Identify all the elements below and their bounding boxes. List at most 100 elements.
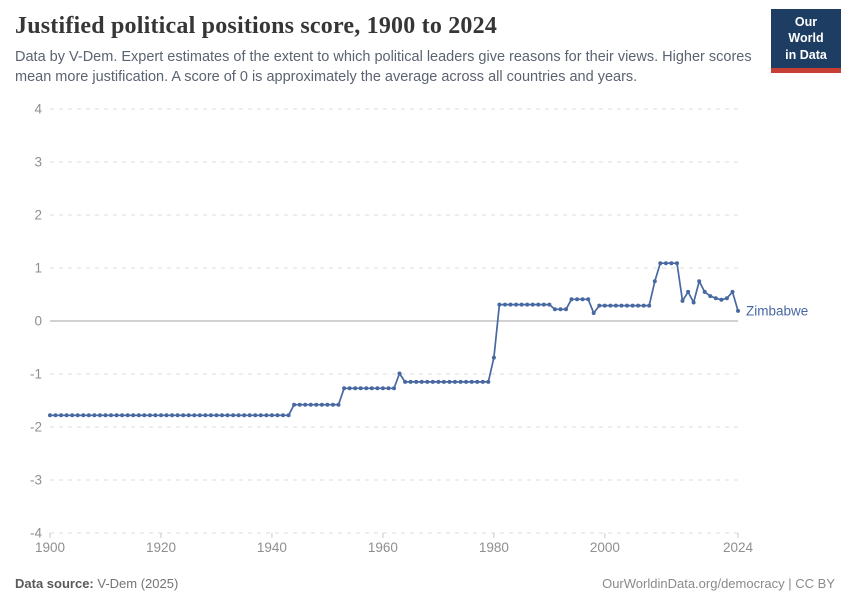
data-point-1995[interactable] [575, 297, 580, 302]
data-point-1929[interactable] [208, 413, 213, 418]
data-point-1979[interactable] [486, 379, 491, 384]
data-point-1908[interactable] [92, 413, 97, 418]
data-point-2014[interactable] [680, 298, 685, 303]
data-point-1930[interactable] [214, 413, 219, 418]
data-point-2003[interactable] [619, 303, 624, 308]
data-point-1969[interactable] [430, 379, 435, 384]
data-point-1998[interactable] [591, 311, 596, 315]
data-point-1924[interactable] [181, 413, 186, 418]
data-point-1900[interactable] [48, 413, 52, 418]
data-point-1977[interactable] [475, 379, 480, 384]
data-point-2016[interactable] [691, 300, 696, 305]
data-point-1959[interactable] [375, 386, 380, 391]
data-point-1982[interactable] [503, 302, 507, 307]
owid-logo[interactable]: Our World in Data [771, 9, 841, 73]
data-point-1988[interactable] [536, 302, 541, 307]
data-point-1954[interactable] [347, 386, 352, 391]
data-point-1914[interactable] [125, 413, 130, 418]
data-point-1978[interactable] [480, 379, 485, 384]
data-point-1999[interactable] [597, 303, 602, 308]
data-point-1960[interactable] [380, 386, 385, 391]
data-point-2007[interactable] [641, 303, 646, 308]
data-point-1986[interactable] [525, 302, 530, 307]
data-point-1904[interactable] [70, 413, 75, 418]
data-point-1928[interactable] [203, 413, 208, 418]
data-point-1910[interactable] [103, 413, 108, 418]
data-point-1939[interactable] [264, 413, 269, 418]
data-point-1957[interactable] [364, 386, 369, 391]
data-point-1971[interactable] [441, 379, 446, 384]
data-point-1984[interactable] [514, 302, 519, 307]
data-point-1943[interactable] [286, 413, 291, 418]
data-point-1974[interactable] [458, 379, 463, 384]
data-point-2018[interactable] [702, 289, 707, 294]
data-point-2006[interactable] [636, 303, 641, 308]
data-point-2001[interactable] [608, 303, 613, 308]
data-point-1953[interactable] [342, 386, 347, 391]
data-point-1983[interactable] [508, 302, 513, 307]
data-point-1945[interactable] [297, 402, 302, 407]
data-point-2012[interactable] [669, 261, 674, 266]
data-point-2017[interactable] [697, 279, 702, 284]
data-point-1925[interactable] [186, 413, 191, 418]
data-point-1973[interactable] [453, 379, 457, 384]
data-point-2002[interactable] [613, 303, 618, 308]
data-point-1906[interactable] [81, 413, 86, 418]
data-point-1961[interactable] [386, 386, 391, 391]
data-point-2010[interactable] [658, 261, 663, 266]
data-point-1926[interactable] [192, 413, 197, 418]
data-point-1975[interactable] [464, 379, 469, 384]
data-point-2011[interactable] [663, 261, 668, 266]
data-source-value[interactable]: V-Dem (2025) [97, 576, 179, 591]
data-point-1950[interactable] [325, 402, 330, 407]
data-point-1956[interactable] [358, 386, 363, 391]
data-point-2000[interactable] [602, 303, 607, 308]
data-point-1990[interactable] [547, 302, 552, 307]
data-point-1916[interactable] [136, 413, 141, 418]
data-point-1909[interactable] [97, 413, 102, 418]
data-point-2009[interactable] [652, 279, 657, 284]
data-point-1927[interactable] [197, 413, 202, 418]
data-point-1967[interactable] [419, 379, 424, 384]
data-point-1934[interactable] [236, 413, 241, 418]
entity-label-zimbabwe[interactable]: Zimbabwe [746, 303, 808, 318]
license-link[interactable]: CC BY [795, 576, 835, 591]
data-point-1968[interactable] [425, 379, 430, 384]
series-line-zimbabwe[interactable] [50, 262, 739, 417]
series-zimbabwe[interactable]: Zimbabwe [48, 261, 808, 418]
data-point-1920[interactable] [159, 413, 163, 418]
data-point-1948[interactable] [314, 402, 319, 407]
data-point-1949[interactable] [319, 402, 324, 407]
data-point-2013[interactable] [675, 261, 679, 266]
data-point-1958[interactable] [369, 386, 374, 391]
data-point-1955[interactable] [353, 386, 358, 391]
data-point-1931[interactable] [220, 413, 224, 418]
data-point-1941[interactable] [275, 413, 280, 418]
data-point-1963[interactable] [397, 371, 402, 376]
data-point-1915[interactable] [131, 413, 136, 418]
data-point-2019[interactable] [708, 294, 713, 299]
data-point-2020[interactable] [713, 296, 718, 301]
data-point-2015[interactable] [686, 289, 691, 294]
data-point-1913[interactable] [120, 413, 125, 418]
data-point-1976[interactable] [469, 379, 474, 384]
data-point-1964[interactable] [403, 379, 408, 384]
data-point-1903[interactable] [64, 413, 69, 418]
data-point-1970[interactable] [436, 379, 441, 384]
data-point-1994[interactable] [569, 297, 574, 302]
data-point-1940[interactable] [269, 413, 274, 418]
data-point-2024[interactable] [736, 308, 740, 313]
data-point-1922[interactable] [170, 413, 175, 418]
data-point-1966[interactable] [414, 379, 419, 384]
data-point-2022[interactable] [724, 296, 729, 301]
data-point-1917[interactable] [142, 413, 147, 418]
data-point-1932[interactable] [225, 413, 230, 418]
data-point-1902[interactable] [59, 413, 64, 418]
data-point-1907[interactable] [86, 413, 91, 418]
data-point-2005[interactable] [630, 303, 635, 308]
data-point-1938[interactable] [258, 413, 263, 418]
data-point-1923[interactable] [175, 413, 180, 418]
data-point-1942[interactable] [281, 413, 285, 418]
data-point-1981[interactable] [497, 302, 502, 307]
